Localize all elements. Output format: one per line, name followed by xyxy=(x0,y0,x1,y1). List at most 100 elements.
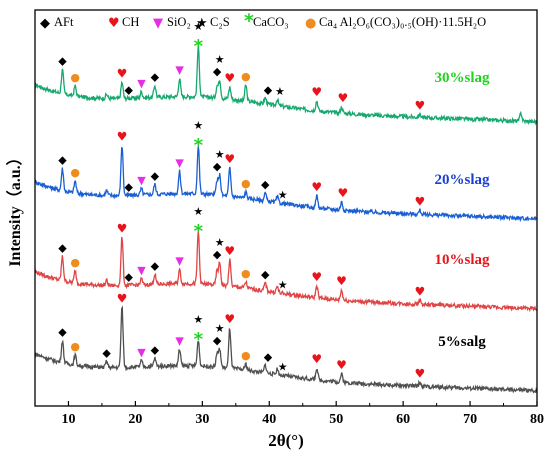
phase-marker: ◆ xyxy=(261,268,270,281)
phase-marker: ♥ xyxy=(117,66,128,80)
phase-marker: ★ xyxy=(215,53,225,66)
phase-marker: * xyxy=(194,221,204,242)
phase-marker: ◆ xyxy=(151,343,160,356)
phase-marker: ★ xyxy=(215,148,225,161)
phase-marker: ◆ xyxy=(151,70,160,83)
phase-marker: ● xyxy=(70,256,80,269)
phase-marker: ◆ xyxy=(58,55,67,68)
phase-marker: ♥ xyxy=(338,91,349,105)
legend-label: Ca₄ Al₂O₆(CO₃)₀.₅(OH)·11.5H₂O xyxy=(319,15,486,29)
series-line-5%salg xyxy=(34,305,538,394)
phase-marker: ★ xyxy=(215,322,225,335)
phase-marker: ♥ xyxy=(311,352,322,366)
phase-marker: ♥ xyxy=(117,291,128,305)
phase-marker: ● xyxy=(70,71,80,84)
phase-marker: ◆ xyxy=(102,346,111,359)
phase-marker: ♥ xyxy=(311,270,322,284)
plot-frame xyxy=(34,9,538,407)
phase-marker: ♥ xyxy=(117,221,128,235)
series-label-5%salg: 5%salg xyxy=(438,334,486,350)
phase-marker: ● xyxy=(241,70,251,83)
phase-marker: ◆ xyxy=(124,83,133,96)
x-tick-label: 30 xyxy=(195,412,209,427)
phase-marker: ● xyxy=(241,349,251,362)
series-label-20%slag: 20%slag xyxy=(434,172,490,188)
x-tick-label: 20 xyxy=(128,412,142,427)
series-line-10%slag xyxy=(34,231,538,313)
legend-label: AFt xyxy=(54,15,74,29)
phase-marker: ★ xyxy=(275,85,285,98)
legend-label: SiO₂ xyxy=(167,15,191,29)
phase-marker: ◆ xyxy=(124,180,133,193)
legend-label: CH xyxy=(122,15,139,29)
phase-marker: ● xyxy=(241,177,251,190)
phase-marker: ◆ xyxy=(58,242,67,255)
legend-label: CaCO₃ xyxy=(253,15,289,29)
x-tick-label: 60 xyxy=(396,412,410,427)
phase-marker: ★ xyxy=(193,20,203,33)
phase-marker: ▼ xyxy=(137,77,146,90)
phase-marker: ♥ xyxy=(336,358,347,372)
x-axis-label: 2θ(°) xyxy=(268,431,304,450)
legend-symbol: ● xyxy=(305,16,316,31)
phase-marker: ♥ xyxy=(311,85,322,99)
phase-marker: ★ xyxy=(215,236,225,249)
phase-marker: * xyxy=(194,135,204,156)
phase-marker: ▼ xyxy=(137,174,146,187)
phase-marker: ♥ xyxy=(414,98,425,112)
x-tick-label: 10 xyxy=(61,412,75,427)
phase-marker: ★ xyxy=(278,360,288,373)
phase-marker: ◆ xyxy=(58,154,67,167)
series-label-10%slag: 10%slag xyxy=(434,252,490,268)
phase-marker: ◆ xyxy=(124,270,133,283)
series-label-30%slag: 30%slag xyxy=(434,70,490,86)
phase-marker: ▼ xyxy=(175,157,184,170)
phase-marker: ★ xyxy=(193,205,203,218)
phase-markers: ◆● ♥▼◆◆▼★*◆★♥ ●◆ ★ ♥ ♥♥◆●♥◆ ▼ ◆▼★*◆★ ♥● ◆★♥ ♥♥◆●♥◆… xyxy=(58,20,425,381)
phase-marker: ♥ xyxy=(224,312,235,326)
phase-marker: ▼ xyxy=(137,264,146,277)
phase-marker: ♥ xyxy=(117,129,128,143)
phase-marker: ♥ xyxy=(338,186,349,200)
legend-symbol: ◆ xyxy=(40,16,50,31)
phase-marker: ♥ xyxy=(336,274,347,288)
y-axis-label: Intensity（a.u.） xyxy=(6,149,24,266)
legend-symbol: ♥ xyxy=(108,16,120,31)
legend-label: C₂S xyxy=(210,15,230,29)
phase-marker: ◆ xyxy=(264,83,273,96)
phase-marker: ◆ xyxy=(213,334,222,347)
phase-marker: ▼ xyxy=(175,255,184,268)
phase-marker: ◆ xyxy=(213,248,222,261)
legend-symbol: ★ xyxy=(196,16,208,31)
phase-marker: ♥ xyxy=(311,180,322,194)
phase-marker: ♥ xyxy=(224,152,235,166)
phase-marker: ★ xyxy=(278,278,288,291)
phase-marker: ◆ xyxy=(213,65,222,78)
phase-marker: * xyxy=(194,329,204,350)
x-tick-label: 80 xyxy=(530,412,544,427)
legend-symbol: * xyxy=(244,10,254,32)
phase-marker: * xyxy=(194,36,204,57)
phase-marker: ♥ xyxy=(414,366,425,380)
series-line-30%slag xyxy=(34,44,538,126)
phase-marker: ● xyxy=(241,267,251,280)
series-labels: 30%slag 20%slag 10%slag 5%salg xyxy=(434,70,490,350)
phase-marker: ♥ xyxy=(414,194,425,208)
phase-marker: ▼ xyxy=(175,64,184,77)
phase-marker: ★ xyxy=(278,188,288,201)
legend-symbol: ▼ xyxy=(153,16,163,31)
legend: ◆ AFt ♥ CH ▼ SiO₂ ★ C₂S * CaCO₃ ● Ca₄ Al₂O₆(CO₃)₀.₅… xyxy=(40,10,486,32)
phase-marker: ♥ xyxy=(414,284,425,298)
series-line-20%slag xyxy=(34,146,538,223)
phase-marker: ● xyxy=(70,166,80,179)
phase-marker: ▼ xyxy=(175,335,184,348)
phase-marker: ◆ xyxy=(58,326,67,339)
phase-marker: ♥ xyxy=(224,244,235,258)
phase-marker: ▼ xyxy=(137,346,146,359)
x-axis-ticks: 10 20 30 40 50 60 70 80 xyxy=(61,401,544,427)
x-tick-label: 70 xyxy=(463,412,477,427)
phase-marker: ● xyxy=(70,340,80,353)
phase-marker: ♥ xyxy=(224,71,235,85)
x-tick-label: 40 xyxy=(262,412,276,427)
phase-marker: ◆ xyxy=(261,178,270,191)
